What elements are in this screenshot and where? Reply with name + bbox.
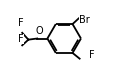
- Text: Br: Br: [79, 15, 89, 25]
- Text: O: O: [35, 26, 43, 36]
- Text: F: F: [88, 50, 94, 60]
- Text: F: F: [18, 34, 24, 44]
- Text: F: F: [18, 18, 24, 28]
